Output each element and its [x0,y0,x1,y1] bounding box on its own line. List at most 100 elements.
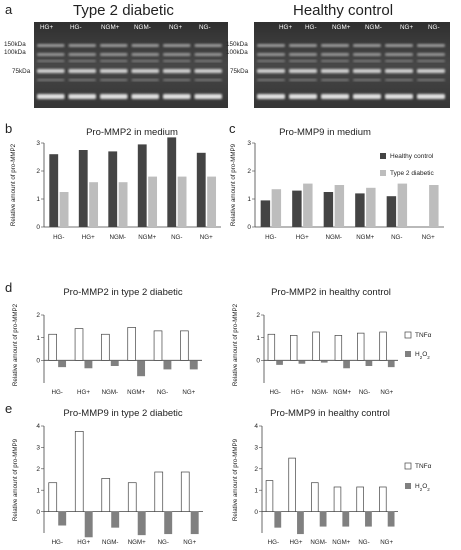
bar-tnf-ngm [312,331,320,361]
y-axis-label: Relative amount of pro-MMP2 [12,303,19,386]
bar-tnf-hg [288,457,296,512]
gel-band [289,60,317,62]
kda-marker: 75kDa [12,68,31,75]
bar-tnf-hg [48,482,58,512]
x-tick-label: NG+ [182,389,195,396]
y-tick-label: 1 [247,196,251,203]
x-tick-label: HG+ [77,389,90,396]
legend-swatch-healthy-control [380,153,386,159]
bar-tnf-ng [379,331,387,361]
kda-marker: 100kDa [4,49,26,56]
gel-band [289,69,317,73]
bar-healthy-control-ngm [108,151,118,227]
x-tick-label: NG- [157,389,168,396]
bar-type-2-diabetic-ng [177,176,187,227]
bar-h2o2-ng [190,511,199,535]
bar-type-2-diabetic-ngm [334,185,345,227]
y-tick-label: 2 [247,168,251,175]
legend-swatch-tnf [404,331,412,339]
gel-band [37,60,65,62]
bar-h2o2-hg [274,511,282,528]
gel-lane-label: NGM- [134,24,151,31]
bar-h2o2-ngm [343,360,350,369]
bar-type-2-diabetic-hg [59,192,69,227]
gel-band [257,94,285,99]
gel-band [417,94,445,99]
bar-h2o2-hg [276,360,283,365]
bar-type-2-diabetic-hg [303,183,313,227]
gel-band [353,94,381,99]
gel-lane-label: NG+ [169,24,182,31]
gel-lane-label: HG- [305,24,317,31]
x-tick-label: HG- [52,539,63,546]
bar-h2o2-ngm [342,511,350,527]
bar-tnf-ng [153,330,163,361]
bar-h2o2-ngm [111,511,120,528]
x-tick-label: HG- [265,234,276,241]
gel-band [131,60,159,62]
bar-type-2-diabetic-ng [397,183,408,227]
gel-lane-label: NGM- [365,24,382,31]
bar-h2o2-ng [163,360,172,370]
gel-band [194,79,222,81]
y-tick-label: 2 [36,312,40,319]
bar-tnf-ngm [333,486,342,512]
bar-healthy-control-hg [78,150,88,227]
x-tick-label: HG+ [296,234,309,241]
gel-band [131,53,159,56]
legend-swatch-tnf [404,462,412,470]
bar-h2o2-ng [164,511,173,535]
gel-band [321,44,349,47]
gel-band [353,44,381,47]
gel-band [37,79,65,81]
bar-tnf-ngm [311,482,319,512]
bar-healthy-control-ngm [137,144,147,227]
gel-band [163,69,191,73]
bar-h2o2-ngm [110,360,119,366]
bar-tnf-ngm [101,333,110,361]
bar-h2o2-ngm [137,511,146,536]
gel-band [385,53,413,56]
panel-letter-b: b [5,121,12,136]
gel-band [385,60,413,62]
bar-h2o2-hg [298,360,306,364]
gel-lane-label: NG+ [400,24,413,31]
bar-h2o2-hg [58,360,67,368]
legend-swatch-h2o2 [405,483,411,489]
kda-marker: 150kDa [4,41,26,48]
gel-lane-label: NG- [428,24,440,31]
gel-band [417,53,445,56]
x-tick-label: NGM+ [356,234,374,241]
kda-marker: 100kDa [226,49,248,56]
gel-band [321,60,349,62]
y-axis-label: Relative amount of pro-MMP2 [232,303,239,386]
x-tick-label: NGM- [326,234,343,241]
bar-healthy-control-ngm [355,193,365,227]
gel-band [353,60,381,62]
chart-pro-mmp2-control: Pro-MMP2 in healthy control 0 1 2 Relative a… [232,287,432,396]
bar-h2o2-ngm [137,360,146,377]
x-tick-label: NG- [359,389,370,396]
bar-healthy-control-ng [167,137,177,227]
bar-tnf-ng [379,486,387,512]
x-tick-label: NG+ [380,539,393,546]
gel-band [100,44,128,47]
bar-tnf-hg [74,431,84,512]
y-axis-label: Relative amount of pro-MMP9 [230,143,237,226]
gel-background [34,22,228,108]
gel-band [68,94,96,99]
legend-label-h2o2: H2O2 [415,351,430,360]
gel-band [194,94,222,99]
gel-band [321,53,349,56]
gel-band [194,60,222,62]
bar-tnf-hg [290,335,298,361]
x-tick-label: NGM- [310,539,327,546]
gel-band [68,44,96,47]
x-tick-label: HG+ [291,389,304,396]
bar-tnf-ng [357,332,365,361]
x-tick-label: NGM- [102,389,119,396]
x-tick-label: NGM- [102,539,119,546]
gel-band [68,69,96,73]
y-tick-label: 1 [254,487,258,494]
gel-band [289,53,317,56]
